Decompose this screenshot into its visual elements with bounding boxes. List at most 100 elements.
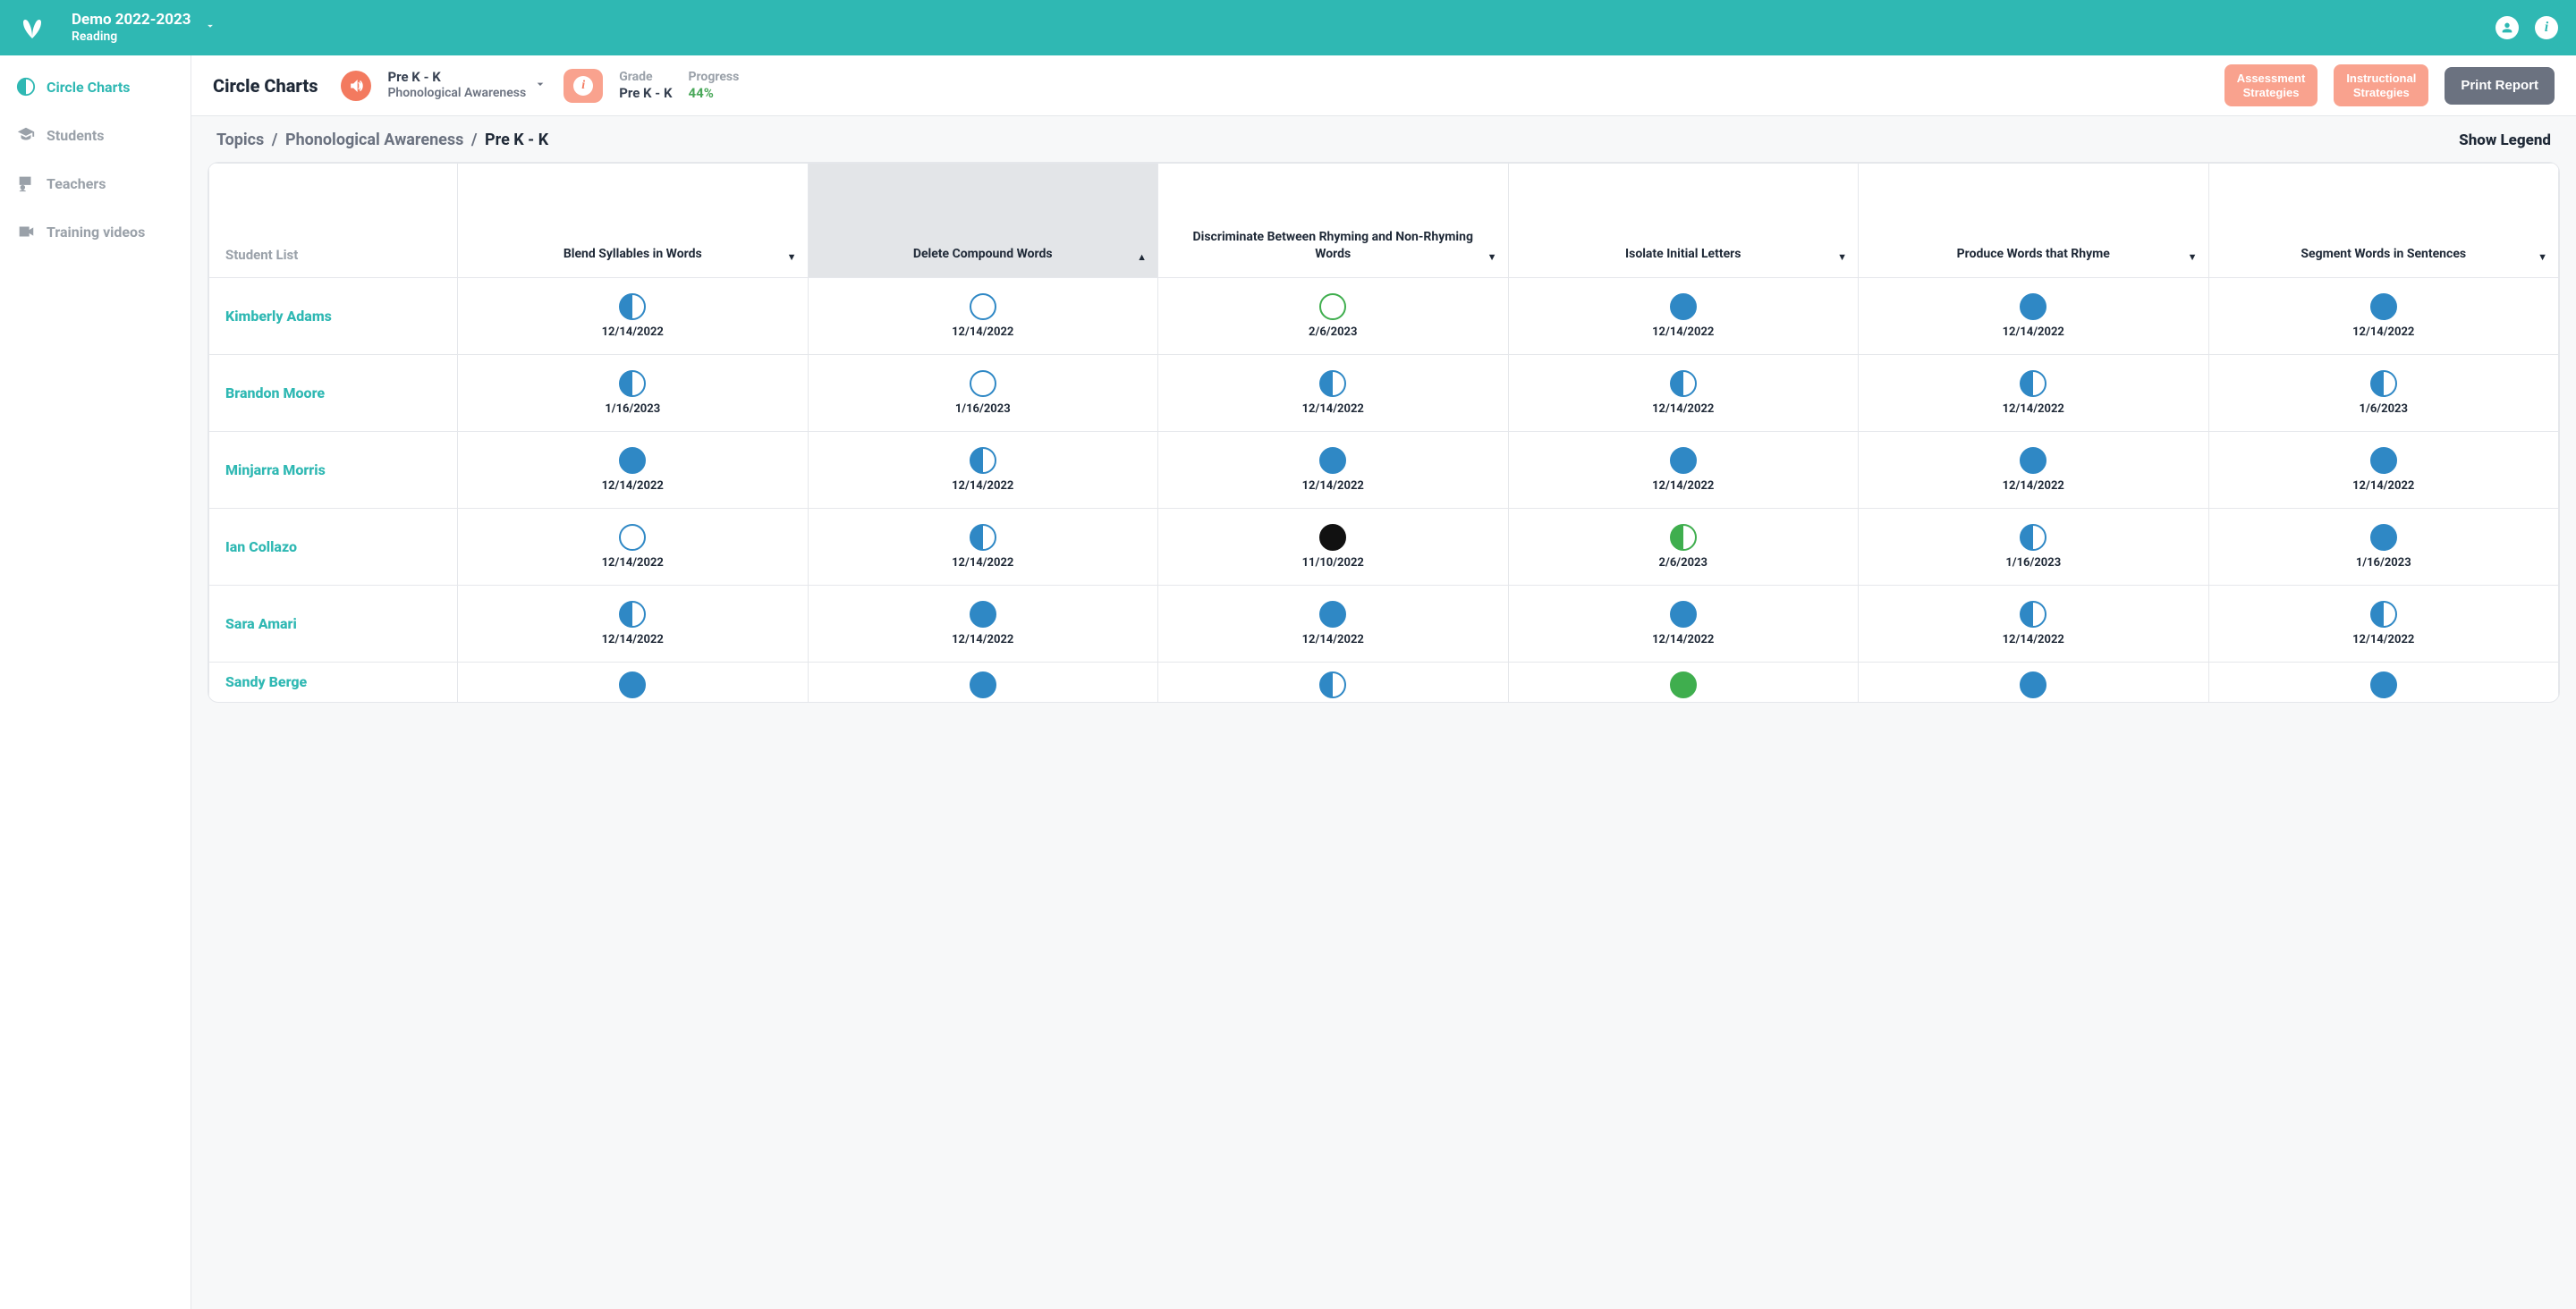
breadcrumb-row: Topics / Phonological Awareness / Pre K … [191,116,2576,162]
app-root: Demo 2022-2023 Reading i Circle Charts [0,0,2576,1309]
student-link[interactable]: Ian Collazo [225,538,297,555]
progress-date: 1/16/2023 [605,402,660,416]
sort-asc-icon: ▲ [1137,251,1147,263]
progress-cell[interactable]: 12/14/2022 [458,509,809,586]
progress-cell[interactable]: 12/14/2022 [2208,432,2559,509]
progress-date: 12/14/2022 [602,556,664,570]
progress-circle-icon [1319,601,1346,628]
progress-date: 12/14/2022 [1652,479,1714,493]
student-name-cell: Ian Collazo [209,509,458,586]
progress-cell[interactable] [1859,663,2209,702]
progress-cell[interactable]: 12/14/2022 [458,432,809,509]
progress-cell[interactable] [1508,663,1859,702]
table-row: Sandy Berge [209,663,2559,702]
progress-date: 12/14/2022 [1302,402,1364,416]
progress-cell[interactable]: 12/14/2022 [1859,432,2209,509]
student-link[interactable]: Kimberly Adams [225,308,332,325]
column-header[interactable]: Blend Syllables in Words▼ [458,164,809,278]
progress-date: 12/14/2022 [2003,633,2064,646]
progress-cell[interactable]: 12/14/2022 [1158,355,1509,432]
progress-cell[interactable]: 12/14/2022 [1508,432,1859,509]
show-legend-button[interactable]: Show Legend [2459,131,2551,149]
progress-circle-icon [970,524,996,551]
progress-cell[interactable]: 12/14/2022 [1508,278,1859,355]
progress-cell[interactable]: 1/16/2023 [458,355,809,432]
grade-block: Grade Pre K - K [619,69,672,103]
student-link[interactable]: Sara Amari [225,615,297,632]
progress-cell[interactable]: 12/14/2022 [1859,355,2209,432]
column-header-label: Discriminate Between Rhyming and Non-Rhy… [1167,229,1499,263]
progress-cell[interactable]: 12/14/2022 [808,509,1158,586]
progress-cell[interactable]: 12/14/2022 [1859,278,2209,355]
progress-circle-icon [2020,671,2046,698]
progress-cell[interactable]: 11/10/2022 [1158,509,1509,586]
progress-cell[interactable]: 12/14/2022 [2208,278,2559,355]
topbar: Demo 2022-2023 Reading i [0,0,2576,55]
progress-cell[interactable]: 12/14/2022 [808,278,1158,355]
term-title: Demo 2022-2023 [72,11,191,29]
breadcrumb: Topics / Phonological Awareness / Pre K … [216,131,548,149]
progress-cell[interactable] [808,663,1158,702]
progress-date: 1/16/2023 [955,402,1011,416]
print-report-button[interactable]: Print Report [2445,67,2555,105]
progress-cell[interactable]: 1/16/2023 [1859,509,2209,586]
progress-cell[interactable]: 12/14/2022 [1158,432,1509,509]
progress-circle-icon [1670,447,1697,474]
term-selector[interactable]: Demo 2022-2023 Reading [72,11,216,44]
chevron-down-icon [204,20,216,36]
selector-line2: Phonological Awareness [387,86,526,102]
topic-selector[interactable]: Pre K - K Phonological Awareness [387,69,547,101]
column-header[interactable]: Produce Words that Rhyme▼ [1859,164,2209,278]
student-link[interactable]: Minjarra Morris [225,461,326,478]
instructional-strategies-button[interactable]: Instructional Strategies [2334,64,2428,106]
progress-cell[interactable]: 12/14/2022 [1859,586,2209,663]
progress-cell[interactable] [1158,663,1509,702]
sidebar-item-teachers[interactable]: Teachers [0,159,191,207]
progress-cell[interactable] [2208,663,2559,702]
sort-desc-icon: ▼ [1837,251,1847,263]
account-icon[interactable] [2496,16,2519,39]
progress-cell[interactable] [458,663,809,702]
progress-cell[interactable]: 12/14/2022 [1508,355,1859,432]
progress-date: 12/14/2022 [952,479,1013,493]
assessment-strategies-button[interactable]: Assessment Strategies [2224,64,2318,106]
progress-cell[interactable]: 12/14/2022 [458,278,809,355]
column-header[interactable]: Delete Compound Words▲ [808,164,1158,278]
progress-cell[interactable]: 1/16/2023 [808,355,1158,432]
student-link[interactable]: Brandon Moore [225,384,325,401]
progress-value: 44% [688,85,739,103]
sidebar-item-training-videos[interactable]: Training videos [0,207,191,256]
progress-cell[interactable]: 12/14/2022 [808,586,1158,663]
table-row: Brandon Moore 1/16/2023 1/16/2023 12/14/202… [209,355,2559,432]
progress-circle-icon [2370,370,2397,397]
breadcrumb-topic[interactable]: Phonological Awareness [285,131,463,149]
sidebar-item-circle-charts[interactable]: Circle Charts [0,63,191,111]
progress-cell[interactable]: 2/6/2023 [1508,509,1859,586]
column-header[interactable]: Segment Words in Sentences▼ [2208,164,2559,278]
info-icon: i [573,76,593,96]
progress-cell[interactable]: 12/14/2022 [1508,586,1859,663]
breadcrumb-topics[interactable]: Topics [216,131,264,149]
progress-cell[interactable]: 12/14/2022 [2208,586,2559,663]
info-badge[interactable]: i [564,69,603,103]
progress-cell[interactable]: 12/14/2022 [1158,586,1509,663]
sidebar-item-students[interactable]: Students [0,111,191,159]
progress-circle-icon [2020,601,2046,628]
progress-cell[interactable]: 12/14/2022 [808,432,1158,509]
info-icon[interactable]: i [2535,16,2558,39]
progress-cell[interactable]: 1/16/2023 [2208,509,2559,586]
progress-cell[interactable]: 2/6/2023 [1158,278,1509,355]
table-row: Sara Amari12/14/202212/14/202212/14/2022… [209,586,2559,663]
chevron-down-icon [533,77,547,95]
progress-circle-icon [2370,447,2397,474]
progress-date: 12/14/2022 [1302,479,1364,493]
sidebar: Circle Charts Students Teachers Training… [0,55,191,1309]
progress-cell[interactable]: 1/6/2023 [2208,355,2559,432]
column-header[interactable]: Isolate Initial Letters▼ [1508,164,1859,278]
table-body: Kimberly Adams12/14/202212/14/20222/6/20… [209,278,2559,702]
column-header[interactable]: Discriminate Between Rhyming and Non-Rhy… [1158,164,1509,278]
student-link[interactable]: Sandy Berge [225,673,307,690]
sort-desc-icon: ▼ [2188,251,2198,263]
progress-cell[interactable]: 12/14/2022 [458,586,809,663]
table-row: Minjarra Morris12/14/202212/14/202212/14… [209,432,2559,509]
